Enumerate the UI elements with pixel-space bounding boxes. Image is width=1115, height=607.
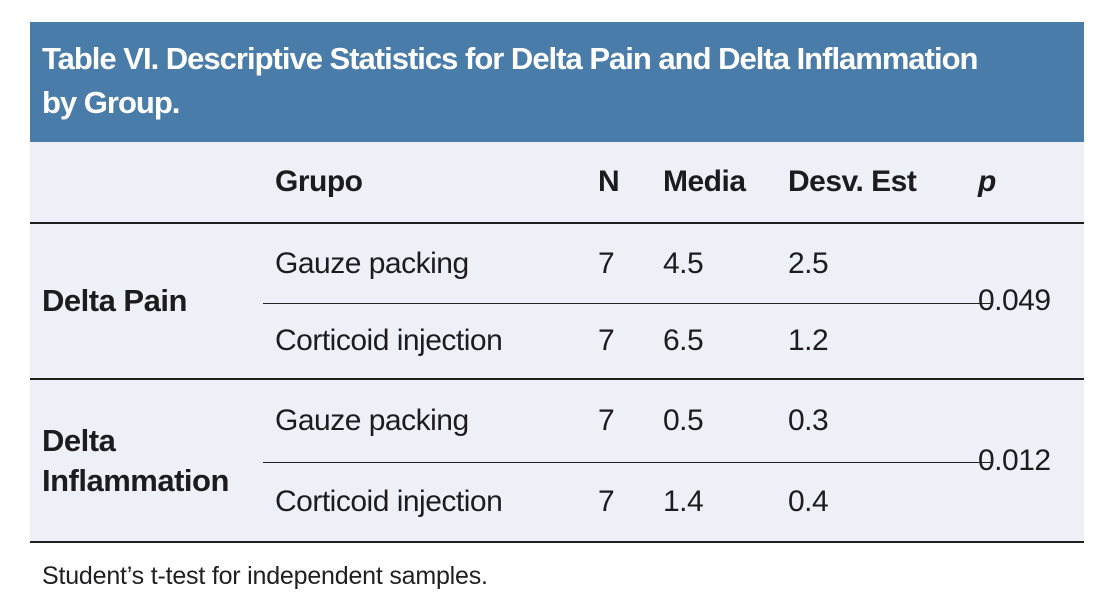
- statistics-table-card: Table VI. Descriptive Statistics for Del…: [30, 22, 1084, 591]
- p-value-delta-inflammation: 0.012: [978, 443, 1051, 477]
- cell-n: 7: [598, 246, 615, 280]
- cell-media: 1.4: [663, 484, 704, 518]
- column-header-media: Media: [663, 165, 746, 198]
- cell-media: 4.5: [663, 246, 704, 280]
- subrow-divider: [263, 303, 992, 304]
- cell-grupo: Corticoid injection: [275, 323, 503, 357]
- cell-desv-est: 2.5: [788, 246, 829, 280]
- cell-media: 0.5: [663, 404, 704, 437]
- column-header-grupo: Grupo: [275, 165, 363, 198]
- cell-desv-est: 0.3: [788, 404, 829, 437]
- column-header-p: p: [978, 165, 996, 198]
- footnote: Student’s t-test for independent samples…: [42, 562, 488, 590]
- cell-grupo: Corticoid injection: [275, 484, 503, 518]
- cell-n: 7: [598, 323, 615, 357]
- row-label-delta-pain: Delta Pain: [42, 283, 187, 318]
- p-value-delta-pain: 0.049: [978, 284, 1051, 317]
- cell-desv-est: 1.2: [788, 323, 829, 357]
- column-header-row: Grupo N Media Desv. Est p: [30, 142, 1084, 222]
- table-title: Table VI. Descriptive Statistics for Del…: [30, 22, 1084, 142]
- cell-media: 6.5: [663, 323, 704, 357]
- cell-grupo: Gauze packing: [275, 404, 469, 437]
- column-header-n: N: [598, 165, 620, 198]
- cell-desv-est: 0.4: [788, 484, 829, 518]
- cell-n: 7: [598, 404, 615, 437]
- subrow-divider: [263, 462, 992, 463]
- column-header-desv-est: Desv. Est: [788, 165, 917, 198]
- section-delta-inflammation: Delta Inflammation Gauze packing 7 0.5 0…: [30, 378, 1084, 543]
- section-delta-pain: Delta Pain Gauze packing 7 4.5 2.5 Corti…: [30, 222, 1084, 378]
- cell-n: 7: [598, 484, 615, 518]
- cell-grupo: Gauze packing: [275, 246, 469, 280]
- row-label-delta-inflammation: Delta Inflammation: [42, 422, 229, 498]
